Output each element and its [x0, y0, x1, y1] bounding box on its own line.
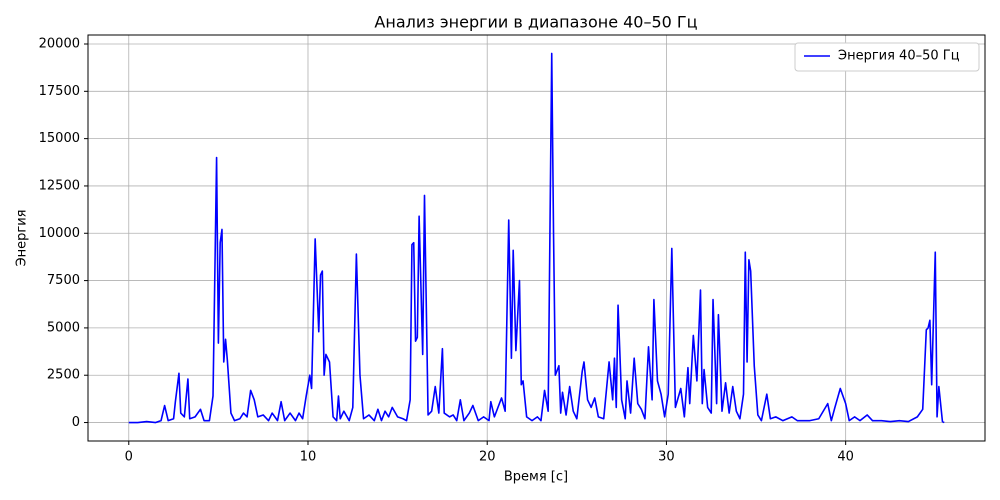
- x-tick-label: 30: [658, 450, 675, 465]
- x-tick-label: 0: [125, 450, 133, 465]
- y-tick-label: 5000: [47, 320, 80, 335]
- y-tick-label: 0: [72, 415, 80, 430]
- plot-frame: [87, 34, 986, 442]
- x-axis-label: Время [с]: [504, 470, 568, 485]
- y-tick-label: 2500: [47, 368, 80, 383]
- y-axis-label: Энергия: [15, 210, 30, 267]
- y-tick-label: 20000: [39, 36, 80, 51]
- legend-box: [794, 42, 980, 72]
- x-tick-label: 10: [300, 450, 317, 465]
- y-tick-label: 7500: [47, 273, 80, 288]
- legend-label: Энергия 40–50 Гц: [838, 49, 960, 64]
- y-tick-label: 10000: [39, 226, 80, 241]
- x-tick-label: 20: [479, 450, 496, 465]
- x-tick-label: 40: [837, 450, 854, 465]
- y-tick-label: 12500: [39, 178, 80, 193]
- chart-title: Анализ энергии в диапазоне 40–50 Гц: [374, 13, 697, 32]
- y-tick-label: 17500: [39, 84, 80, 99]
- data-line: [128, 52, 945, 424]
- y-tick-label: 15000: [39, 131, 80, 146]
